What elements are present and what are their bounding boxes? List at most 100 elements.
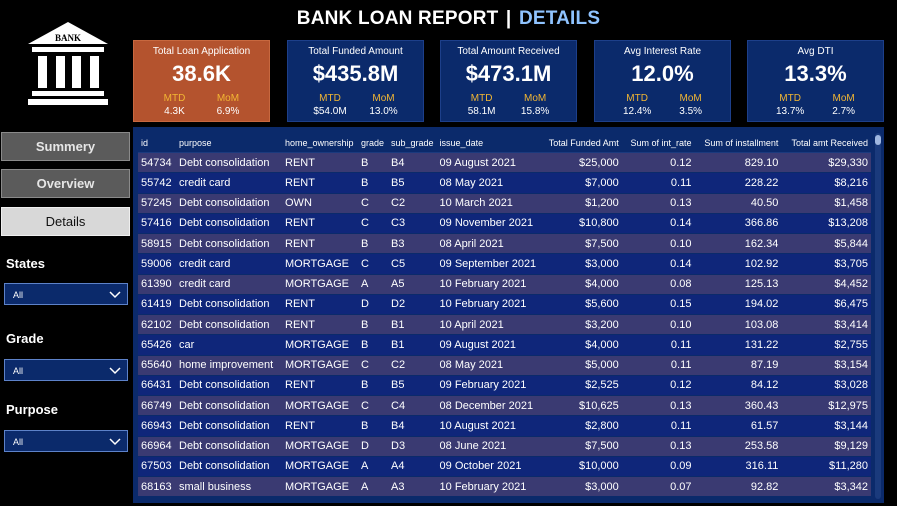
table-cell: 62102	[138, 314, 176, 336]
table-row[interactable]: 66943 Debt consolidation RENT B B4 10 August …	[138, 415, 871, 437]
col-header-sub-grade[interactable]: sub_grade	[388, 134, 437, 153]
table-cell: $5,600	[539, 294, 622, 316]
table-row[interactable]: 65426 car MORTGAGE B B1 09 August 2021 $4,000 0…	[138, 334, 871, 356]
col-header-total-funded-amt[interactable]: Total Funded Amt	[539, 134, 622, 153]
table-cell: B	[358, 233, 388, 255]
table-cell: A3	[388, 476, 437, 498]
table-cell: RENT	[282, 233, 358, 255]
table-cell: $7,500	[539, 233, 622, 255]
table-row[interactable]: 57245 Debt consolidation OWN C C2 10 March 20…	[138, 193, 871, 214]
table-cell: D	[358, 436, 388, 457]
states-dropdown-value: All	[13, 290, 24, 300]
table-cell: $3,705	[781, 253, 871, 275]
table-row[interactable]: 57416 Debt consolidation RENT C C3 09 Novembe…	[138, 213, 871, 235]
table-row[interactable]: 62102 Debt consolidation RENT B B1 10 April 2…	[138, 314, 871, 336]
table-cell: $10,800	[539, 213, 622, 235]
table-cell: 66431	[138, 375, 176, 397]
table-row[interactable]: 58915 Debt consolidation RENT B B3 08 April 2…	[138, 233, 871, 255]
kpi-avg-dti[interactable]: Avg DTI 13.3% MTD 13.7% MoM 2.7%	[747, 40, 884, 122]
purpose-dropdown[interactable]: All	[4, 430, 128, 452]
kpi-mtd-value: 12.4%	[622, 106, 652, 117]
table-row[interactable]: 66749 Debt consolidation MORTGAGE C C4 08 Dec…	[138, 395, 871, 417]
table-cell: D2	[388, 294, 437, 316]
table-row[interactable]: 67503 Debt consolidation MORTGAGE A A4 09 Oct…	[138, 456, 871, 478]
table-scrollbar[interactable]	[875, 133, 881, 499]
table-cell: MORTGAGE	[282, 253, 358, 275]
svg-text:BANK: BANK	[55, 33, 81, 43]
table-header-row: id purpose home_ownership grade sub_grad…	[138, 134, 871, 153]
kpi-label: Total Funded Amount	[308, 46, 403, 57]
table-cell: $1,200	[539, 193, 622, 214]
table-cell: 228.22	[694, 172, 782, 194]
table-cell: RENT	[282, 375, 358, 397]
table-row[interactable]: 66431 Debt consolidation RENT B B5 09 Februar…	[138, 375, 871, 397]
table-cell: B	[358, 172, 388, 194]
kpi-total-funded-amount[interactable]: Total Funded Amount $435.8M MTD $54.0M Mo…	[287, 40, 424, 122]
table-cell: C3	[388, 213, 437, 235]
table-cell: $4,000	[539, 274, 622, 295]
table-row[interactable]: 66964 Debt consolidation MORTGAGE D D3 08 Jun…	[138, 436, 871, 457]
kpi-mtd-label: MTD	[470, 93, 493, 104]
table-cell: credit card	[176, 253, 282, 275]
grade-dropdown[interactable]: All	[4, 359, 128, 381]
col-header-purpose[interactable]: purpose	[176, 134, 282, 153]
table-cell: 08 December 2021	[436, 395, 540, 417]
col-header-installment[interactable]: Sum of installment	[694, 134, 782, 153]
table-cell: $2,755	[781, 334, 871, 356]
kpi-mtd-label: MTD	[163, 93, 186, 104]
scrollbar-thumb[interactable]	[875, 135, 881, 145]
table-cell: 0.11	[621, 415, 695, 437]
col-header-int-rate[interactable]: Sum of int_rate	[621, 134, 695, 153]
kpi-avg-interest-rate[interactable]: Avg Interest Rate 12.0% MTD 12.4% MoM 3.5%	[594, 40, 731, 122]
col-header-home-ownership[interactable]: home_ownership	[282, 134, 358, 153]
table-cell: Debt consolidation	[176, 193, 282, 214]
col-header-grade[interactable]: grade	[358, 134, 388, 153]
table-cell: 0.11	[621, 172, 695, 194]
nav-details-button[interactable]: Details	[1, 207, 130, 236]
col-header-issue-date[interactable]: issue_date	[436, 134, 540, 153]
table-cell: 131.22	[694, 334, 782, 356]
table-cell: A4	[388, 456, 437, 478]
kpi-mtd-value: 4.3K	[164, 106, 185, 117]
kpi-value: 38.6K	[172, 61, 231, 86]
table-row[interactable]: 59006 credit card MORTGAGE C C5 09 September …	[138, 253, 871, 275]
table-cell: $4,452	[781, 274, 871, 295]
table-cell: B	[358, 314, 388, 336]
states-dropdown[interactable]: All	[4, 283, 128, 305]
table-cell: D3	[388, 436, 437, 457]
table-cell: 102.92	[694, 253, 782, 275]
table-cell: 57416	[138, 213, 176, 235]
table-cell: $3,342	[781, 476, 871, 498]
table-cell: Debt consolidation	[176, 415, 282, 437]
table-cell: $2,800	[539, 415, 622, 437]
table-row[interactable]: 61419 Debt consolidation RENT D D2 10 Februar…	[138, 294, 871, 316]
kpi-total-loan-applications[interactable]: Total Loan Application 38.6K MTD 4.3K MoM…	[133, 40, 270, 122]
table-cell: A	[358, 456, 388, 478]
table-cell: $13,208	[781, 213, 871, 235]
table-row[interactable]: 55742 credit card RENT B B5 08 May 2021 $7,000…	[138, 172, 871, 194]
table-row[interactable]: 54734 Debt consolidation RENT B B4 09 August …	[138, 152, 871, 174]
table-cell: 10 April 2021	[436, 314, 540, 336]
table-row[interactable]: 61390 credit card MORTGAGE A A5 10 February 2…	[138, 274, 871, 295]
table-row[interactable]: 68163 small business MORTGAGE A A3 10 Februar…	[138, 476, 871, 498]
title-accent: DETAILS	[518, 8, 601, 29]
grade-dropdown-value: All	[13, 366, 24, 376]
nav-summary-button[interactable]: Summery	[1, 132, 130, 161]
kpi-value: $435.8M	[312, 61, 399, 86]
col-header-total-amt-received[interactable]: Total amt Received	[781, 134, 871, 153]
nav-overview-button[interactable]: Overview	[1, 169, 130, 198]
table-cell: 68163	[138, 476, 176, 498]
table-cell: Debt consolidation	[176, 213, 282, 235]
table-cell: 125.13	[694, 274, 782, 295]
table-cell: 55742	[138, 172, 176, 194]
kpi-mom-label: MoM	[216, 93, 240, 104]
kpi-total-amount-received[interactable]: Total Amount Received $473.1M MTD 58.1M M…	[440, 40, 577, 122]
table-cell: $7,000	[539, 172, 622, 194]
table-row[interactable]: 65640 home improvement MORTGAGE C C2 08 May 2…	[138, 355, 871, 376]
kpi-mtd-value: 13.7%	[775, 106, 805, 117]
table-cell: MORTGAGE	[282, 274, 358, 295]
col-header-id[interactable]: id	[138, 134, 176, 153]
chevron-down-icon	[109, 438, 121, 446]
table-cell: C	[358, 193, 388, 214]
kpi-mom-value: 6.9%	[216, 106, 240, 117]
